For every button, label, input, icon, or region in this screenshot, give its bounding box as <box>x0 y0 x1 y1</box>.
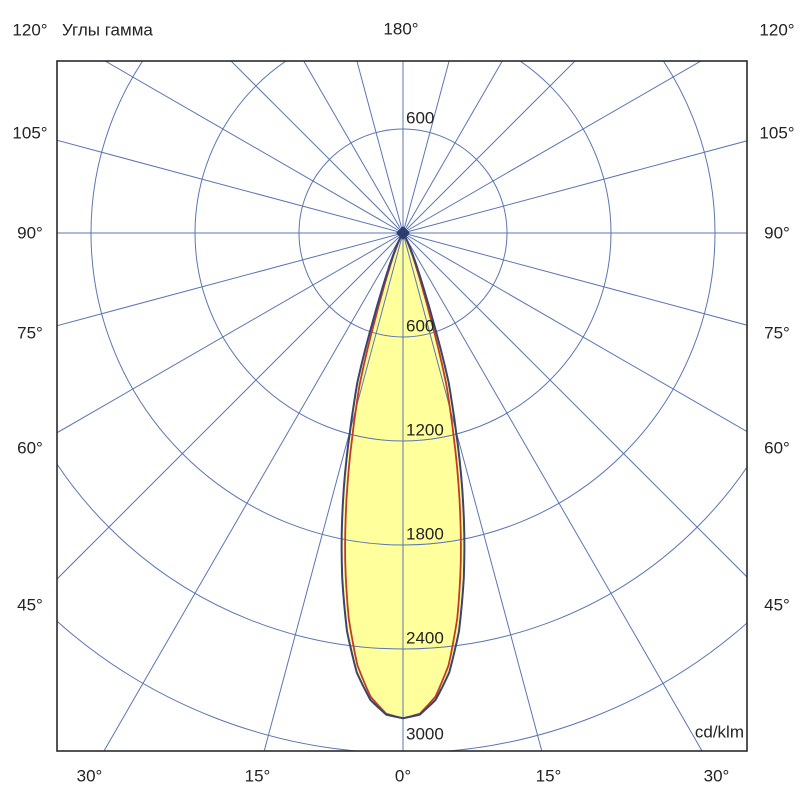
angle-label-bottom-15: 15° <box>244 766 271 786</box>
radial-tick-1200: 1200 <box>406 420 444 440</box>
radial-tick-2400: 2400 <box>406 628 444 648</box>
angle-label-right-120: 120° <box>759 20 795 40</box>
radial-tick-600: 600 <box>406 316 435 336</box>
angle-label-bottom-0: 0° <box>394 766 412 786</box>
angle-label-left-90: 90° <box>17 223 43 243</box>
radial-tick-3000: 3000 <box>406 724 444 744</box>
angle-label-right-60: 60° <box>764 438 790 458</box>
angle-label-left-60: 60° <box>17 438 43 458</box>
angle-label-right-75: 75° <box>764 323 790 343</box>
angle-label-right-45: 45° <box>764 595 790 615</box>
angle-label-right-90: 90° <box>764 223 790 243</box>
angle-label-bottom-15: 15° <box>535 766 562 786</box>
radial-tick-1800: 1800 <box>406 524 444 544</box>
angle-label-bottom-30: 30° <box>703 766 730 786</box>
center-marker <box>396 226 410 240</box>
axis-label-180deg: 180° <box>383 19 419 39</box>
angle-label-right-105: 105° <box>759 123 795 143</box>
angle-label-bottom-30: 30° <box>76 766 103 786</box>
plot-frame <box>56 60 748 752</box>
angle-label-left-75: 75° <box>17 323 43 343</box>
unit-label: cd/klm <box>694 722 744 742</box>
radial-tick-600-above: 600 <box>406 108 435 128</box>
angle-label-left-105: 105° <box>12 123 48 143</box>
chart-title: Углы гамма <box>62 20 153 40</box>
angle-label-left-120: 120° <box>12 20 48 40</box>
angle-label-left-45: 45° <box>17 595 43 615</box>
curve-c0-c180 <box>340 232 466 720</box>
